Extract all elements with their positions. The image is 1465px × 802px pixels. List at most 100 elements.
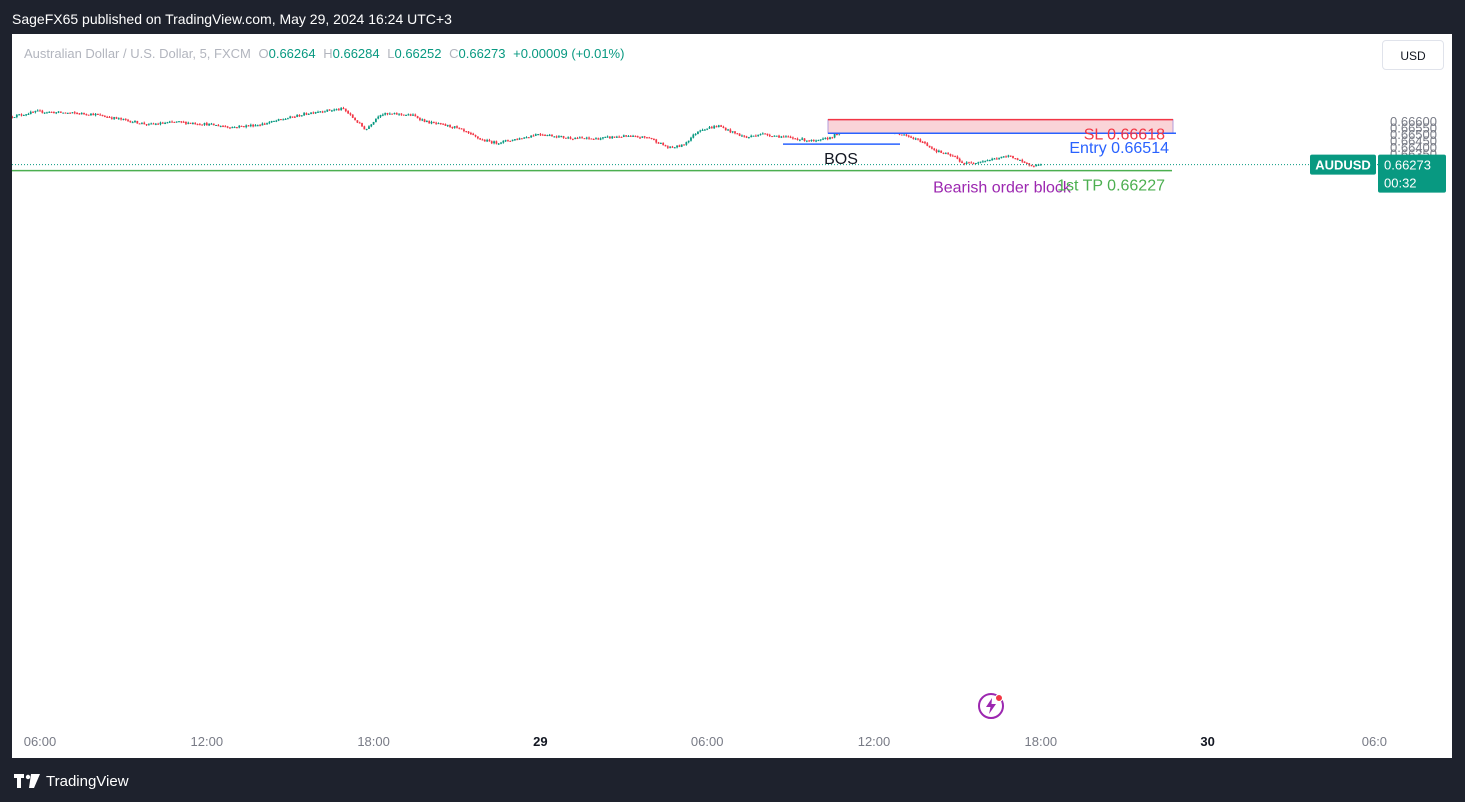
- candle-body: [375, 118, 377, 122]
- candle: [1030, 164, 1033, 167]
- candle-body: [954, 156, 956, 158]
- candle-body: [792, 137, 794, 139]
- candle-body: [789, 136, 792, 138]
- candle: [263, 122, 266, 125]
- candle: [699, 129, 702, 133]
- candle: [80, 112, 83, 115]
- candle-body: [18, 114, 21, 116]
- candle: [690, 136, 692, 142]
- candle: [553, 136, 556, 138]
- candle-body: [488, 140, 491, 142]
- candle: [182, 120, 185, 123]
- candle: [254, 124, 257, 127]
- candle-body: [414, 114, 417, 117]
- candle: [564, 137, 567, 139]
- candle: [666, 145, 669, 149]
- candle-body: [298, 115, 301, 117]
- candle: [495, 140, 498, 145]
- candle: [560, 135, 563, 138]
- candle: [470, 131, 472, 135]
- candle-body: [720, 125, 722, 127]
- candle: [161, 121, 164, 124]
- candle: [486, 138, 489, 143]
- candle-body: [1014, 158, 1017, 160]
- candle-body: [768, 134, 771, 137]
- candle: [222, 124, 224, 128]
- time-tick-label: 12:00: [858, 734, 891, 749]
- currency-button[interactable]: USD: [1382, 40, 1444, 70]
- candle-body: [748, 137, 750, 139]
- candle: [597, 137, 600, 140]
- candle: [1016, 157, 1019, 161]
- candle-body: [968, 162, 970, 164]
- candle: [715, 125, 718, 128]
- candle-body: [940, 150, 943, 153]
- candle-body: [25, 114, 27, 116]
- candle-body: [525, 137, 528, 139]
- candle: [787, 135, 790, 138]
- candle-body: [713, 126, 716, 129]
- candle-body: [984, 161, 987, 163]
- candle: [208, 123, 211, 127]
- candle-body: [958, 158, 961, 162]
- time-axis[interactable]: 06:00 12:00 18:00 29 06:00 12:00 18:00 30 06:0: [24, 734, 1387, 749]
- candle-body: [280, 119, 282, 121]
- candle: [32, 111, 34, 113]
- chart-area[interactable]: 0.66600 0.66550 0.66500 0.66450 0.66400 0.663…: [12, 34, 1452, 758]
- candle: [713, 124, 716, 129]
- candle: [595, 137, 597, 140]
- candle-body: [328, 109, 331, 111]
- candle: [1007, 154, 1010, 158]
- candle: [219, 125, 222, 128]
- candle-body: [472, 133, 475, 136]
- price-chart[interactable]: 0.666000.665500.665000.664500.664000.663…: [12, 34, 1452, 758]
- candle: [113, 116, 116, 120]
- candle-body: [136, 120, 139, 124]
- time-tick-label: 18:00: [357, 734, 390, 749]
- candle: [400, 113, 403, 116]
- candle: [286, 117, 289, 120]
- candle-body: [796, 138, 799, 141]
- candle-body: [300, 115, 303, 117]
- candle: [381, 113, 384, 117]
- candle: [995, 157, 998, 160]
- candle-body: [240, 125, 243, 127]
- candle: [662, 142, 665, 146]
- drawings[interactable]: SL 0.66618 Bearish order block Entry 0.665…: [12, 118, 1380, 197]
- candle: [979, 161, 982, 164]
- candle: [931, 146, 933, 150]
- candle-body: [108, 116, 111, 118]
- candle-body: [273, 120, 275, 122]
- price-axis[interactable]: 0.666000.665500.665000.664500.664000.663…: [1379, 34, 1437, 758]
- candle: [581, 136, 583, 139]
- candle: [574, 137, 577, 140]
- candle-body: [337, 109, 340, 111]
- candle-body: [609, 136, 611, 139]
- candle-body: [771, 136, 773, 138]
- candle: [481, 138, 484, 141]
- candle: [310, 112, 312, 115]
- candle-body: [715, 126, 718, 128]
- candle-body: [532, 135, 535, 137]
- candle: [750, 134, 753, 138]
- time-tick-label: 29: [533, 734, 547, 749]
- candle-body: [73, 112, 76, 114]
- candle: [451, 126, 454, 129]
- candle: [534, 133, 537, 137]
- candle-body: [801, 138, 804, 140]
- candle: [419, 117, 421, 122]
- candle-body: [956, 156, 959, 159]
- candle-body: [460, 128, 463, 130]
- tradingview-logo[interactable]: TradingView: [14, 771, 129, 791]
- candle: [94, 112, 97, 117]
- candle-body: [351, 114, 354, 118]
- candle-body: [331, 110, 333, 112]
- candle-body: [377, 116, 380, 119]
- price-tick-label: 0.66550: [1390, 121, 1437, 136]
- candle: [537, 133, 539, 136]
- candle-body: [1016, 158, 1019, 160]
- candle: [648, 136, 651, 139]
- candle-body: [490, 141, 493, 144]
- lightning-bolt-icon[interactable]: [976, 691, 1006, 726]
- candle-body: [653, 139, 655, 141]
